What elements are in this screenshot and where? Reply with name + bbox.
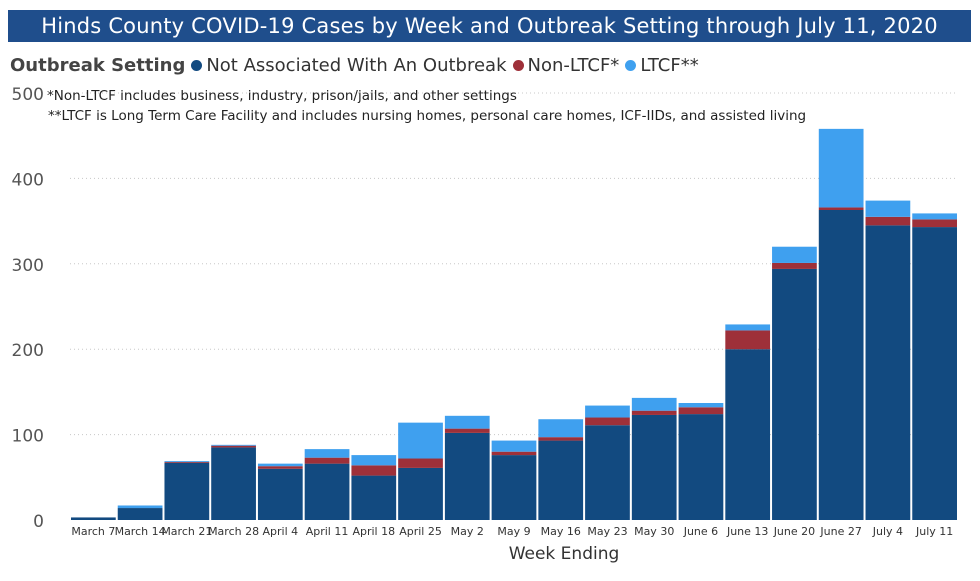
bar-june-20-series-1 [772,262,817,269]
legend-item-not-associated[interactable]: Not Associated With An Outbreak [191,54,507,76]
y-tick-label-0: 0 [33,512,44,532]
x-tick-label-june-20: June 20 [773,525,815,538]
x-tick-label-june-27: June 27 [819,525,861,538]
legend-label-non-ltcf: Non-LTCF* [527,54,620,76]
bar-july-11-series-0 [912,227,957,520]
x-tick-label-march-28: March 28 [208,525,259,538]
bar-june-20-series-0 [772,268,817,520]
bar-may-23-series-0 [585,425,630,520]
bar-march-28-series-1 [211,445,256,448]
bar-may-9-series-1 [491,451,537,456]
bar-april-11-series-2 [304,449,350,458]
bar-march-7-series-0 [71,517,116,520]
bar-april-25-series-2 [398,422,443,459]
bar-april-4-series-2 [257,463,303,467]
bar-april-11-series-1 [304,457,350,464]
legend-dot-ltcf-icon [625,59,637,71]
x-tick-label-march-14: March 14 [115,525,166,538]
bar-july-11-series-1 [912,219,957,228]
bar-april-18-series-0 [351,475,397,520]
bar-june-6-series-0 [678,414,724,520]
bar-july-4-series-1 [865,216,911,226]
y-tick-label-500: 500 [12,85,44,105]
bar-may-9-series-2 [491,440,537,452]
bar-june-6-series-1 [678,407,724,415]
bar-may-16-series-1 [538,437,584,441]
bar-june-27-series-0 [818,209,864,521]
x-tick-label-april-11: April 11 [306,525,349,538]
note-non-ltcf: *Non-LTCF includes business, industry, p… [47,88,517,104]
bar-may-2-series-1 [444,428,490,433]
y-tick-label-300: 300 [12,256,44,276]
bar-may-23-series-2 [585,405,630,418]
bar-may-30-series-2 [631,397,677,411]
x-tick-label-may-16: May 16 [541,525,581,538]
bar-june-27-series-1 [818,207,864,210]
bar-may-30-series-0 [631,414,677,520]
x-tick-label-july-11: July 11 [915,525,953,538]
bar-march-28-series-0 [211,447,256,520]
x-axis-label: Week Ending [509,544,620,564]
bar-june-20-series-2 [772,246,817,263]
bar-may-30-series-1 [631,410,677,415]
bar-march-14-series-0 [117,508,163,520]
y-tick-label-200: 200 [12,341,44,361]
bar-april-25-series-1 [398,458,443,468]
x-tick-label-may-2: May 2 [451,525,484,538]
bar-march-21-series-2 [164,461,210,462]
legend: Outbreak Setting Not Associated With An … [10,52,705,78]
bar-may-2-series-2 [444,415,490,429]
x-tick-label-april-4: April 4 [262,525,298,538]
bar-march-21-series-0 [164,462,210,520]
x-tick-label-may-23: May 23 [587,525,627,538]
bar-may-9-series-0 [491,455,537,520]
bar-april-18-series-2 [351,455,397,466]
x-tick-label-may-9: May 9 [497,525,530,538]
bar-april-25-series-0 [398,467,443,520]
bar-april-4-series-1 [257,466,303,469]
note-ltcf: **LTCF is Long Term Care Facility and in… [48,108,807,124]
bar-march-28-series-2 [211,444,256,446]
bar-march-21-series-1 [164,461,210,463]
legend-title: Outbreak Setting [10,54,186,76]
x-tick-label-june-6: June 6 [683,525,718,538]
x-tick-label-april-25: April 25 [399,525,442,538]
bar-march-14-series-2 [117,505,163,509]
x-tick-label-june-13: June 13 [726,525,768,538]
legend-item-non-ltcf[interactable]: Non-LTCF* [512,54,620,76]
bar-july-4-series-2 [865,200,911,217]
legend-dot-non-ltcf-icon [512,59,524,71]
legend-item-ltcf[interactable]: LTCF** [625,54,699,76]
legend-label-not-associated: Not Associated With An Outbreak [206,54,507,76]
bar-april-4-series-0 [257,468,303,520]
bar-april-18-series-1 [351,465,397,476]
legend-label-ltcf: LTCF** [640,54,699,76]
bar-may-23-series-1 [585,417,630,426]
bar-may-16-series-2 [538,419,584,438]
bar-april-11-series-0 [304,463,350,520]
y-tick-label-100: 100 [12,427,44,447]
x-tick-label-april-18: April 18 [352,525,395,538]
bar-july-4-series-0 [865,225,911,520]
legend-dot-not-associated-icon [191,59,203,71]
chart-notes: *Non-LTCF includes business, industry, p… [47,86,806,126]
bar-june-27-series-2 [818,128,864,208]
bar-june-13-series-1 [725,330,771,350]
bar-june-13-series-0 [725,349,771,520]
bar-may-16-series-0 [538,440,584,520]
bar-may-2-series-0 [444,432,490,520]
bar-june-6-series-2 [678,403,724,408]
x-tick-label-may-30: May 30 [634,525,674,538]
x-tick-label-march-7: March 7 [71,525,115,538]
x-tick-label-july-4: July 4 [872,525,903,538]
bar-june-13-series-2 [725,324,771,331]
y-tick-label-400: 400 [12,170,44,190]
x-tick-label-march-21: March 21 [161,525,212,538]
bar-july-11-series-2 [912,213,957,220]
chart-title: Hinds County COVID-19 Cases by Week and … [8,10,971,42]
